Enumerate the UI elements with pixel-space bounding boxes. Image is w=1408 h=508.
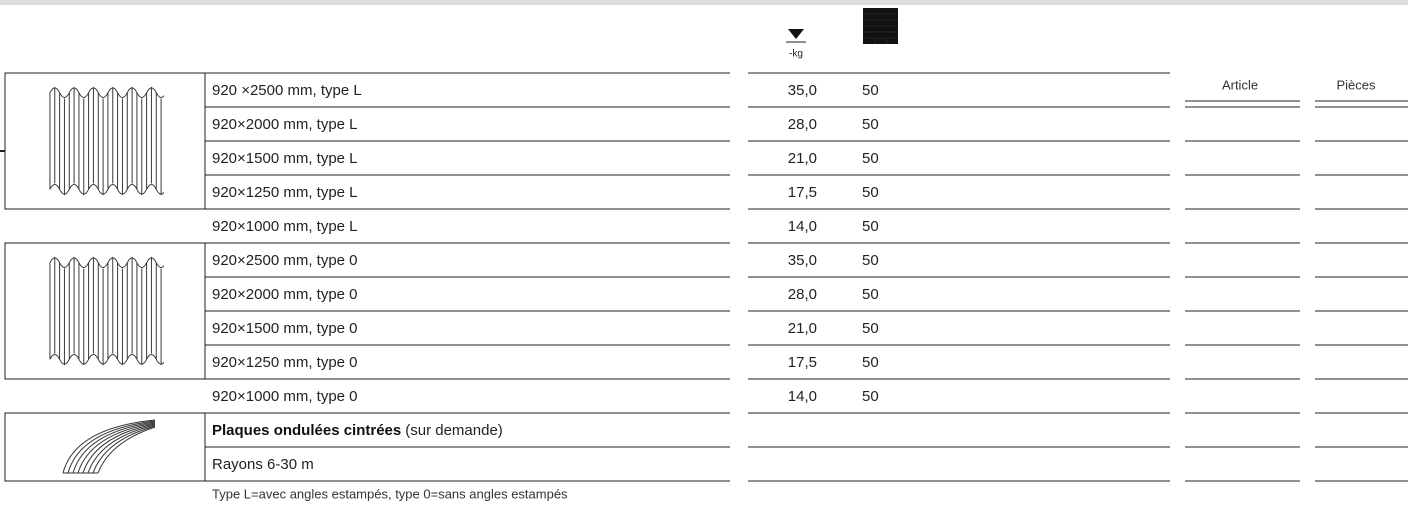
- per-pallet: 50: [862, 320, 879, 337]
- per-pallet: 50: [862, 354, 879, 371]
- description: 920 ×2500 mm, type L: [212, 82, 362, 99]
- pallet-icon: [863, 8, 898, 44]
- description-bold: Plaques ondulées cintrées: [212, 422, 401, 439]
- description: 920×1500 mm, type L: [212, 150, 358, 167]
- per-pallet: 50: [862, 82, 879, 99]
- curved-sheet-icon: [62, 419, 156, 474]
- description: 920×1250 mm, type L: [212, 184, 358, 201]
- weight: 14,0: [788, 388, 817, 405]
- footnote: Type L=avec angles estampés, type 0=sans…: [212, 486, 568, 501]
- description: Rayons 6-30 m: [212, 456, 314, 473]
- weight: 21,0: [788, 150, 817, 167]
- weight: 35,0: [788, 252, 817, 269]
- edge-mark: [0, 150, 5, 152]
- description: 920×2000 mm, type 0: [212, 286, 358, 303]
- description: 920×2500 mm, type 0: [212, 252, 358, 269]
- weight: 28,0: [788, 116, 817, 133]
- per-pallet: 50: [862, 116, 879, 133]
- image-box: [4, 412, 206, 482]
- per-pallet: 50: [862, 388, 879, 405]
- weight: 17,5: [788, 354, 817, 371]
- weight-unit: -kg: [789, 49, 803, 60]
- weight: 35,0: [788, 82, 817, 99]
- weight: 14,0: [788, 218, 817, 235]
- weight: 28,0: [788, 286, 817, 303]
- image-box: [4, 242, 206, 380]
- per-pallet: 50: [862, 252, 879, 269]
- pieces-header: Pièces: [1336, 77, 1376, 92]
- image-box: [4, 72, 206, 210]
- per-pallet: 50: [862, 286, 879, 303]
- weight: 21,0: [788, 320, 817, 337]
- description: 920×1500 mm, type 0: [212, 320, 358, 337]
- description: 920×1000 mm, type 0: [212, 388, 358, 405]
- weight-icon: [786, 29, 806, 43]
- per-pallet: 50: [862, 184, 879, 201]
- description: 920×2000 mm, type L: [212, 116, 358, 133]
- description: 920×1250 mm, type 0: [212, 354, 358, 371]
- description: 920×1000 mm, type L: [212, 218, 358, 235]
- per-pallet: 50: [862, 218, 879, 235]
- corrugated-sheet-icon: [49, 256, 164, 366]
- corrugated-sheet-icon: [49, 86, 164, 196]
- per-pallet: 50: [862, 150, 879, 167]
- description-note: (sur demande): [405, 422, 503, 439]
- description: Plaques ondulées cintrées (sur demande): [212, 422, 503, 439]
- article-header: Article: [1222, 77, 1258, 92]
- top-bar: [0, 0, 1408, 5]
- weight: 17,5: [788, 184, 817, 201]
